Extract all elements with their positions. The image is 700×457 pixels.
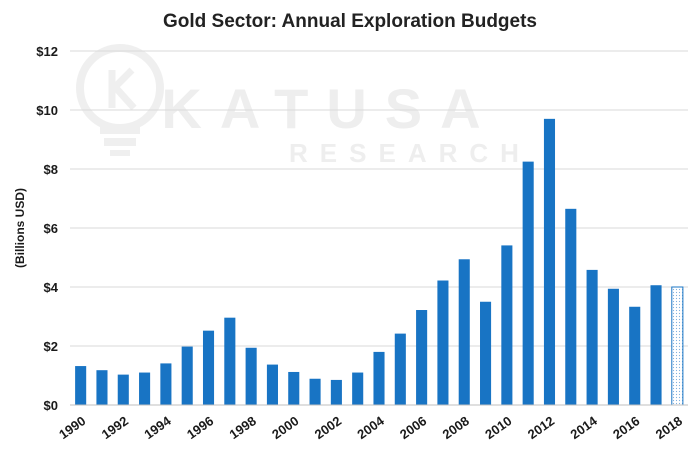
x-tick-label: 1992 bbox=[99, 413, 131, 442]
lightbulb-logo-icon bbox=[76, 44, 164, 156]
watermark: KATUSA RESEARCH bbox=[76, 44, 531, 168]
x-tick-label: 2014 bbox=[568, 413, 601, 442]
y-tick-label: $10 bbox=[36, 103, 58, 118]
bar bbox=[309, 378, 321, 405]
bar bbox=[288, 371, 300, 405]
x-tick-label: 2000 bbox=[269, 413, 301, 442]
bar bbox=[160, 363, 172, 405]
x-tick-label: 2016 bbox=[610, 413, 642, 442]
y-axis-label: (Billions USD) bbox=[13, 188, 27, 268]
x-tick-label: 2006 bbox=[397, 413, 429, 442]
bar bbox=[607, 288, 619, 405]
bar bbox=[416, 310, 428, 405]
bar-forecast bbox=[671, 286, 684, 406]
bar bbox=[117, 374, 129, 405]
bar bbox=[330, 379, 342, 405]
bar bbox=[139, 372, 151, 405]
bar bbox=[202, 330, 215, 405]
bar bbox=[437, 280, 449, 405]
bars bbox=[75, 118, 684, 406]
bar bbox=[245, 347, 257, 405]
bar bbox=[501, 245, 513, 405]
x-tick-label: 1998 bbox=[227, 413, 259, 442]
y-tick-label: $0 bbox=[44, 398, 58, 413]
y-tick-label: $6 bbox=[44, 221, 58, 236]
chart-title: Gold Sector: Annual Exploration Budgets bbox=[163, 11, 537, 32]
y-tick-label: $2 bbox=[44, 339, 58, 354]
x-tick-label: 2004 bbox=[354, 413, 387, 442]
watermark-sub-text: RESEARCH bbox=[289, 138, 531, 168]
bar bbox=[266, 364, 278, 405]
bar bbox=[373, 351, 385, 405]
y-tick-label: $8 bbox=[44, 162, 58, 177]
y-tick-label: $12 bbox=[36, 44, 58, 59]
bar bbox=[543, 118, 556, 405]
x-tick-labels: 1990 1992 1994 1996 1998 2000 2002 2004 2006 2008… bbox=[56, 413, 685, 442]
bar bbox=[629, 306, 641, 405]
x-tick-label: 1994 bbox=[141, 413, 174, 442]
bar bbox=[586, 269, 598, 405]
bar bbox=[565, 208, 577, 405]
bar bbox=[224, 317, 236, 405]
bar bbox=[650, 285, 662, 405]
bar bbox=[394, 333, 406, 405]
y-tick-labels: $0 $2 $4 $6 $8 $10 $12 bbox=[36, 44, 58, 413]
bar bbox=[352, 372, 364, 405]
bar bbox=[96, 370, 108, 405]
bar bbox=[75, 366, 87, 405]
x-tick-label: 1996 bbox=[184, 413, 216, 442]
bar bbox=[181, 346, 193, 405]
bar bbox=[480, 301, 492, 405]
x-tick-label: 2002 bbox=[312, 413, 344, 442]
x-tick-label: 2018 bbox=[653, 413, 685, 442]
x-tick-label: 1990 bbox=[56, 413, 88, 442]
bar bbox=[522, 161, 534, 405]
x-tick-label: 2012 bbox=[525, 413, 557, 442]
y-tick-label: $4 bbox=[44, 280, 59, 295]
x-tick-label: 2008 bbox=[440, 413, 472, 442]
gridlines bbox=[70, 50, 688, 347]
watermark-main-text: KATUSA bbox=[161, 77, 498, 140]
x-tick-label: 2010 bbox=[482, 413, 514, 442]
bar bbox=[458, 259, 470, 405]
